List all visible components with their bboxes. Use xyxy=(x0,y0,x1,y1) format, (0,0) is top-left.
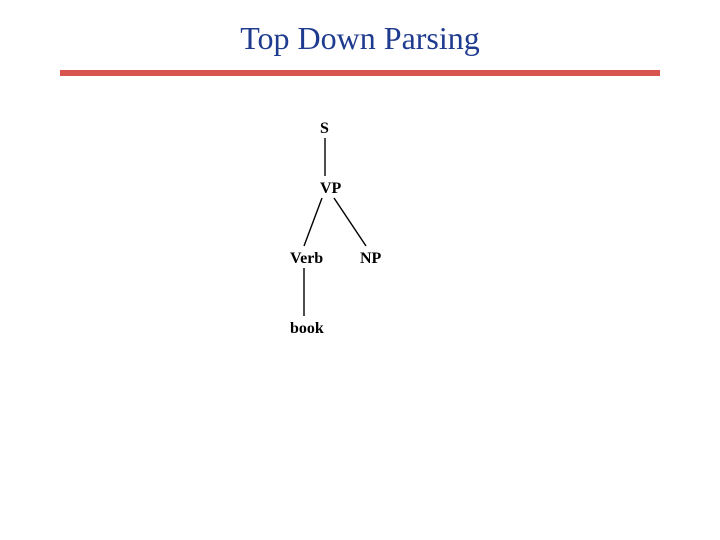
tree-node-verb: Verb xyxy=(290,250,323,268)
tree-node-np: NP xyxy=(360,250,381,268)
tree-node-book: book xyxy=(290,320,324,338)
tree-node-s: S xyxy=(320,120,329,138)
title-underline xyxy=(60,70,660,76)
tree-node-vp: VP xyxy=(320,180,341,198)
parse-tree: S VP Verb NP book xyxy=(240,120,480,380)
tree-edge xyxy=(304,198,322,246)
tree-edge xyxy=(334,198,366,246)
page-title: Top Down Parsing xyxy=(0,20,720,57)
